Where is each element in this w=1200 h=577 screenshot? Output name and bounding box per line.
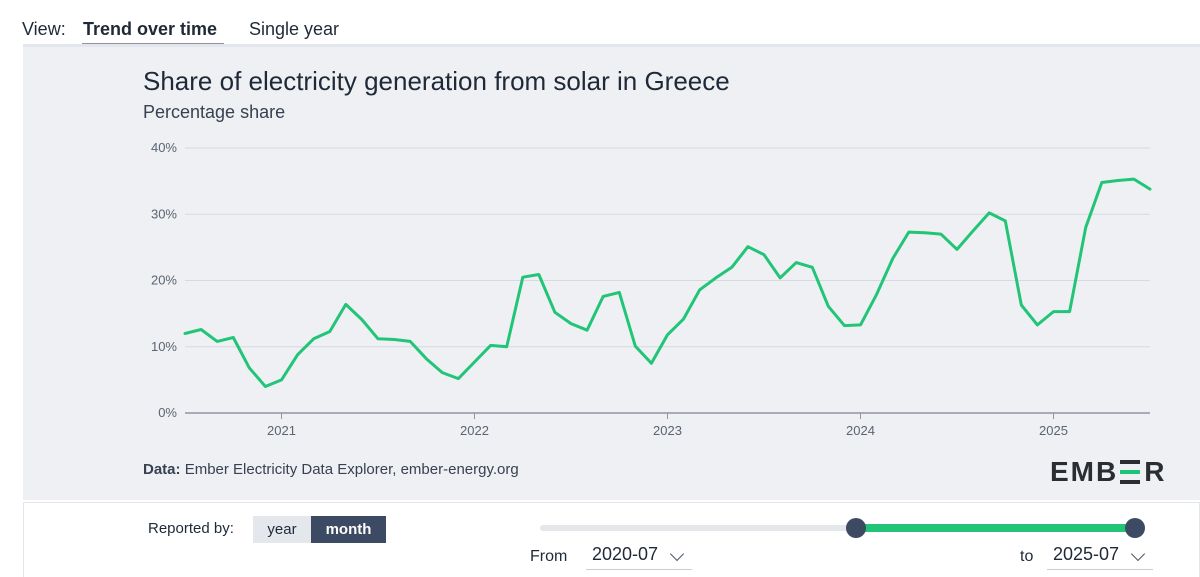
chart-subtitle: Percentage share [143, 102, 286, 122]
controls-panel [23, 502, 1200, 577]
tab-trend-over-time[interactable]: Trend over time [83, 19, 218, 39]
chart-title: Share of electricity generation from sol… [143, 66, 730, 96]
x-tick-label: 2023 [653, 423, 682, 438]
x-tick-label: 2022 [460, 423, 489, 438]
series-line [183, 177, 1152, 388]
from-label: From [530, 548, 568, 565]
date-range-slider-track[interactable] [540, 525, 1135, 531]
y-tick-label: 10% [151, 339, 177, 354]
to-label: to [1020, 548, 1034, 565]
chart-panel [23, 44, 1200, 500]
data-source-prefix: Data: [143, 461, 181, 478]
range-start-handle[interactable] [846, 518, 866, 538]
reported-by-label: Reported by: [148, 520, 234, 537]
y-tick-label: 20% [151, 273, 177, 288]
to-date-value: 2025-07 [1053, 544, 1120, 564]
logo-text-left: EMB [1050, 456, 1119, 487]
y-tick-label: 30% [151, 206, 177, 221]
x-tick-label: 2021 [267, 423, 296, 438]
chevron-down-icon [669, 546, 685, 562]
year-toggle-button[interactable]: year [253, 516, 311, 543]
ember-logo: EMB R [1050, 456, 1166, 488]
x-tick-label: 2025 [1039, 423, 1068, 438]
y-tick-label: 0% [158, 405, 177, 420]
chevron-down-icon [1130, 546, 1146, 562]
from-date-select[interactable]: 2020-07 [586, 544, 692, 570]
month-toggle-button[interactable]: month [311, 516, 386, 543]
from-date-value: 2020-07 [592, 544, 659, 564]
x-tick-label: 2024 [846, 423, 875, 438]
to-date-select[interactable]: 2025-07 [1047, 544, 1153, 570]
view-label: View: [22, 19, 66, 39]
data-source-text: Ember Electricity Data Explorer, ember-e… [184, 461, 519, 478]
logo-e-mark [1120, 460, 1142, 484]
tab-single-year[interactable]: Single year [249, 19, 340, 39]
y-tick-label: 40% [151, 140, 177, 155]
date-range-slider-fill [856, 524, 1135, 532]
line-chart: 0% 10% 20% 30% 40% 2021 2022 2023 2024 2025 [151, 140, 1152, 438]
data-source: Data: Ember Electricity Data Explorer, e… [143, 461, 519, 478]
logo-text-right: R [1144, 456, 1167, 487]
range-end-handle[interactable] [1125, 518, 1145, 538]
